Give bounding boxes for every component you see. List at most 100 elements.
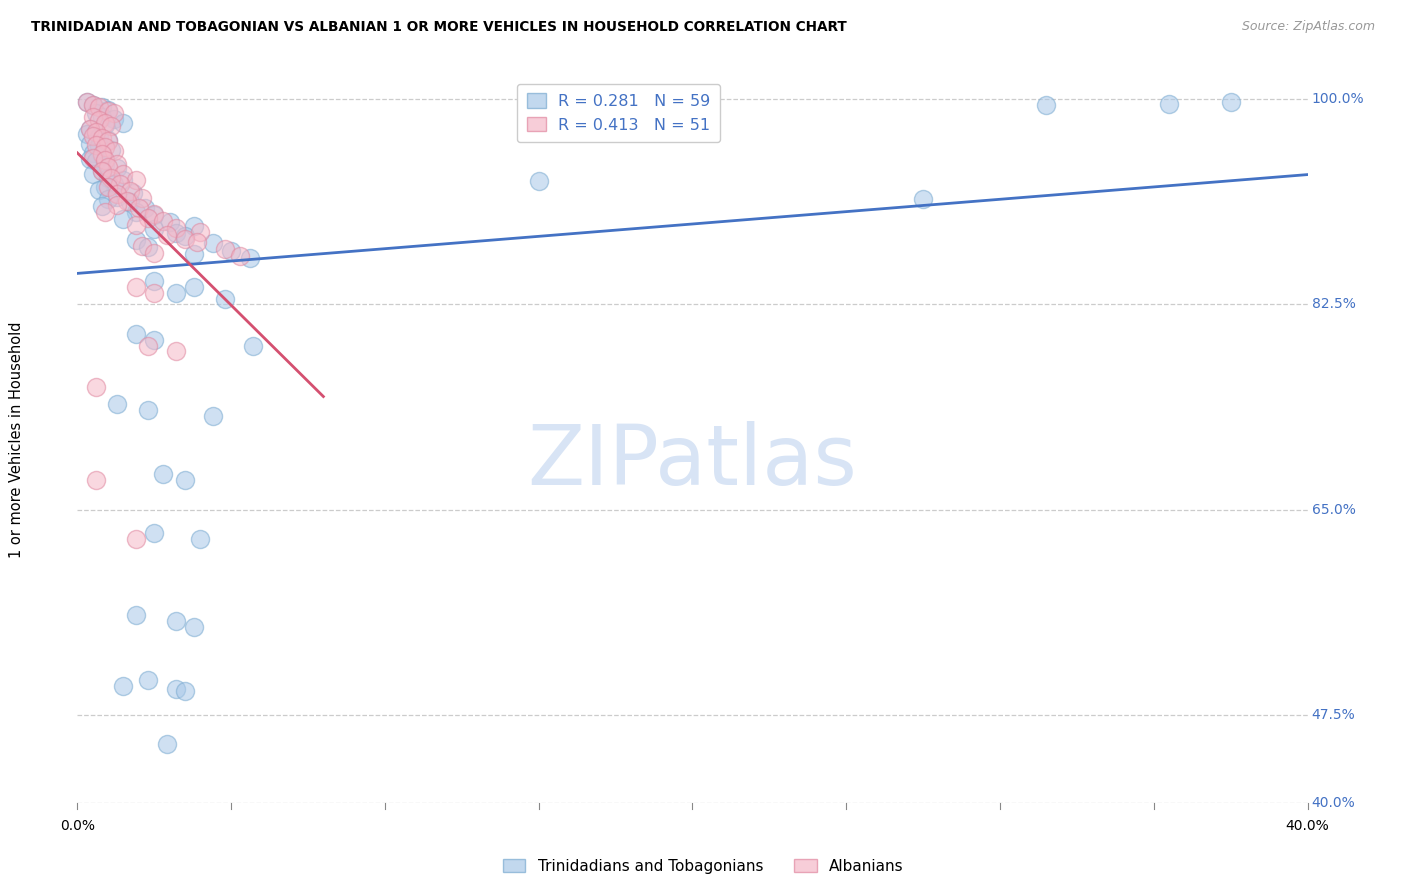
Point <box>97 170 120 185</box>
Point <box>94 153 117 168</box>
Point <box>152 214 174 228</box>
Point <box>87 183 110 197</box>
Point <box>183 280 205 294</box>
Point <box>79 121 101 136</box>
Text: 40.0%: 40.0% <box>1312 796 1355 810</box>
Point <box>125 280 148 294</box>
Point <box>90 110 114 124</box>
Point <box>82 128 104 143</box>
Point <box>125 173 148 187</box>
Text: 100.0%: 100.0% <box>1312 92 1364 106</box>
Point <box>183 219 205 233</box>
Point <box>174 229 197 244</box>
Point <box>79 136 101 151</box>
Point <box>125 532 148 546</box>
Text: Source: ZipAtlas.com: Source: ZipAtlas.com <box>1241 20 1375 33</box>
Point <box>118 184 141 198</box>
Point <box>87 100 110 114</box>
Point <box>103 177 125 191</box>
Point <box>136 338 159 352</box>
Point <box>112 167 135 181</box>
Point <box>214 243 236 257</box>
Point <box>143 274 166 288</box>
Point <box>125 326 148 341</box>
Point <box>94 158 117 172</box>
Point <box>152 467 174 482</box>
Point <box>242 338 264 352</box>
Point <box>527 174 550 188</box>
Point <box>214 292 236 306</box>
Point <box>165 226 187 240</box>
Point <box>121 186 143 200</box>
Point <box>143 526 166 541</box>
Point <box>82 110 104 124</box>
Point <box>90 163 114 178</box>
Point <box>165 614 187 628</box>
Point <box>143 245 166 260</box>
Point <box>143 285 166 300</box>
Point <box>125 204 148 219</box>
Point <box>105 397 128 411</box>
Point <box>188 532 212 546</box>
Text: 65.0%: 65.0% <box>1312 503 1355 516</box>
Point <box>112 679 135 693</box>
Point <box>82 167 104 181</box>
Point <box>76 128 98 142</box>
Point <box>82 146 104 161</box>
Point <box>115 194 138 209</box>
Point <box>87 139 110 153</box>
Point <box>112 173 135 187</box>
Point <box>97 103 120 118</box>
Point <box>134 202 156 216</box>
Point <box>97 192 120 206</box>
Point <box>125 218 148 232</box>
Point <box>76 95 98 109</box>
Point <box>188 225 212 239</box>
Point <box>125 608 148 623</box>
Point <box>143 222 166 236</box>
Point <box>131 191 153 205</box>
Point <box>136 211 159 225</box>
Point <box>84 474 107 488</box>
Point <box>229 249 252 263</box>
Text: 1 or more Vehicles in Household: 1 or more Vehicles in Household <box>10 321 24 558</box>
Text: 40.0%: 40.0% <box>1285 819 1330 833</box>
Point <box>94 140 117 154</box>
Text: 82.5%: 82.5% <box>1312 297 1355 311</box>
Point <box>183 620 205 634</box>
Point <box>105 189 128 203</box>
Point <box>219 244 242 258</box>
Point <box>143 207 166 221</box>
Point <box>97 180 120 194</box>
Text: TRINIDADIAN AND TOBAGONIAN VS ALBANIAN 1 OR MORE VEHICLES IN HOUSEHOLD CORRELATI: TRINIDADIAN AND TOBAGONIAN VS ALBANIAN 1… <box>31 20 846 34</box>
Point <box>105 187 128 202</box>
Point <box>105 198 128 212</box>
Point <box>103 112 125 127</box>
Point <box>183 247 205 261</box>
Point <box>103 144 125 158</box>
Point <box>84 138 107 153</box>
Point <box>136 673 159 687</box>
Point <box>128 202 150 216</box>
Point <box>97 103 120 117</box>
Point <box>112 116 135 130</box>
Text: 0.0%: 0.0% <box>60 819 94 833</box>
Point <box>155 737 177 751</box>
Point <box>94 116 117 130</box>
Point <box>84 125 107 139</box>
Point <box>165 285 187 300</box>
Point <box>90 100 114 114</box>
Point <box>1159 97 1181 112</box>
Point <box>90 148 114 162</box>
Point <box>165 681 187 696</box>
Point <box>84 154 107 169</box>
Point <box>84 379 107 393</box>
Point <box>100 143 122 157</box>
Point <box>110 177 132 191</box>
Text: ZIPatlas: ZIPatlas <box>527 421 858 501</box>
Point <box>186 235 208 250</box>
Point <box>82 98 104 112</box>
Point <box>136 403 159 417</box>
Point <box>90 131 114 145</box>
Point <box>82 98 104 112</box>
